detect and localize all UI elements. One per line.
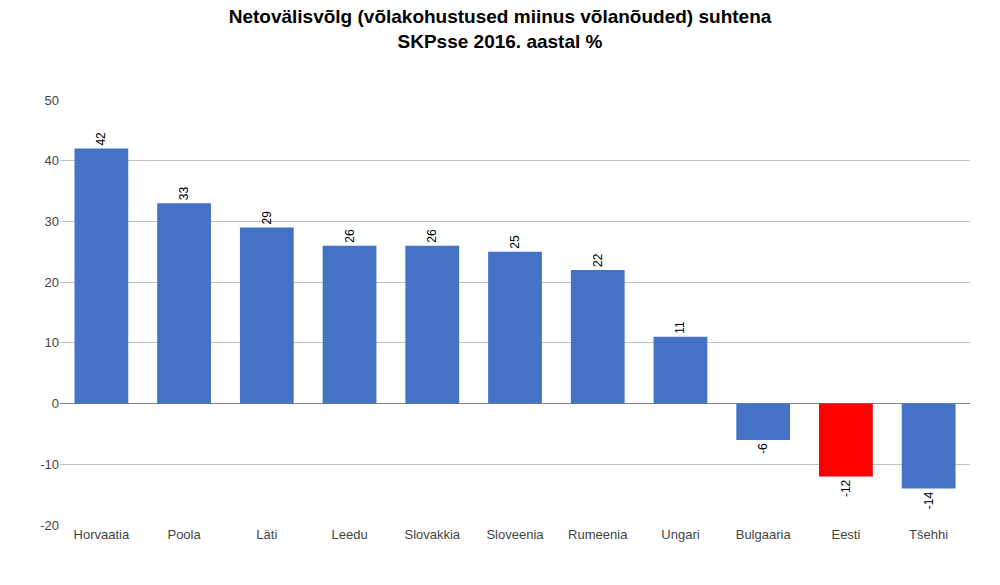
svg-text:29: 29 <box>260 211 274 225</box>
svg-text:Leedu: Leedu <box>331 527 367 542</box>
svg-text:22: 22 <box>591 253 605 267</box>
svg-text:10: 10 <box>45 335 59 350</box>
svg-text:20: 20 <box>45 275 59 290</box>
svg-text:-10: -10 <box>40 457 59 472</box>
svg-text:30: 30 <box>45 214 59 229</box>
svg-text:11: 11 <box>673 321 687 334</box>
svg-text:Netovälisvõlg (võlakohustused: Netovälisvõlg (võlakohustused miinus võl… <box>229 6 772 52</box>
svg-text:-12: -12 <box>839 479 853 497</box>
svg-text:Eesti: Eesti <box>831 527 860 542</box>
svg-text:Poola: Poola <box>167 527 201 542</box>
svg-text:0: 0 <box>52 396 59 411</box>
svg-text:Läti: Läti <box>256 527 277 542</box>
svg-text:Ungari: Ungari <box>661 527 699 542</box>
svg-text:Sloveenia: Sloveenia <box>486 527 544 542</box>
svg-text:Slovakkia: Slovakkia <box>404 527 460 542</box>
svg-text:Tšehhi: Tšehhi <box>909 527 948 542</box>
svg-text:-6: -6 <box>756 443 770 454</box>
svg-text:42: 42 <box>94 132 108 146</box>
svg-text:-14: -14 <box>922 492 936 510</box>
svg-text:Horvaatia: Horvaatia <box>74 527 130 542</box>
svg-text:-20: -20 <box>40 518 59 533</box>
svg-text:Bulgaaria: Bulgaaria <box>736 527 792 542</box>
svg-text:25: 25 <box>508 235 522 249</box>
svg-text:26: 26 <box>425 229 439 243</box>
svg-text:Rumeenia: Rumeenia <box>568 527 628 542</box>
svg-text:40: 40 <box>45 153 59 168</box>
svg-text:50: 50 <box>45 93 59 108</box>
svg-text:33: 33 <box>177 187 191 201</box>
svg-text:26: 26 <box>343 229 357 243</box>
